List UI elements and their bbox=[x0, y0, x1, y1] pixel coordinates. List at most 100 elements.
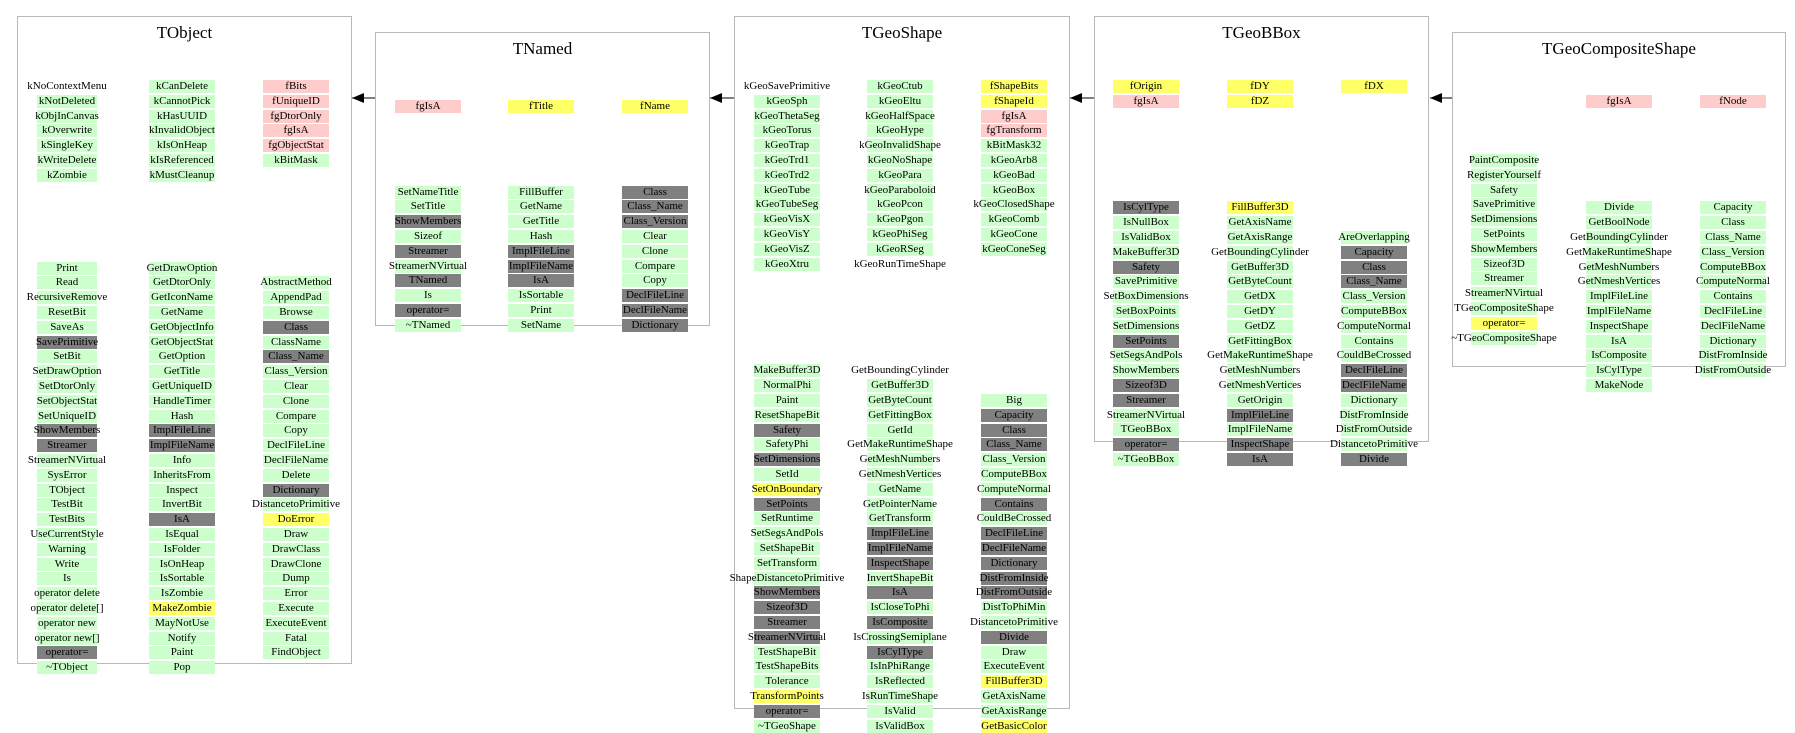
member-cell: Dictionary bbox=[1341, 393, 1407, 407]
member-cell: ComputeBBox bbox=[981, 468, 1048, 481]
member-cell: Compare bbox=[263, 409, 329, 423]
member-cell: kGeoVisZ bbox=[754, 242, 820, 256]
member-cell: Notify bbox=[149, 631, 215, 645]
member-cell: Streamer bbox=[754, 616, 820, 629]
member-cell: kCanDelete bbox=[149, 80, 215, 93]
member-cell: ImplFileName bbox=[1586, 305, 1652, 318]
member-cell: SetNameTitle bbox=[395, 185, 461, 199]
member-cell: SetSegsAndPols bbox=[1109, 349, 1183, 363]
member-cell: DrawClass bbox=[263, 542, 329, 556]
member-cell: Clear bbox=[263, 380, 329, 393]
member-cell: MakeBuffer3D bbox=[1112, 245, 1180, 259]
member-cell: kIsReferenced bbox=[149, 154, 215, 167]
member-cell: CouldBeCrossed bbox=[1336, 349, 1412, 363]
member-cell: SetPoints bbox=[754, 497, 820, 511]
member-cell: IsA bbox=[1227, 453, 1293, 466]
member-cell: Sizeof3D bbox=[1113, 379, 1179, 392]
member-cell: DeclFileLine bbox=[622, 289, 688, 303]
member-cell: ShowMembers bbox=[753, 586, 821, 600]
member-cell: Contains bbox=[981, 497, 1047, 511]
member-cell: kGeoTubeSeg bbox=[754, 198, 820, 212]
member-cell: GetByteCount bbox=[1227, 275, 1293, 289]
member-cell: IsInPhiRange bbox=[867, 660, 933, 674]
member-cell: kGeoParaboloid bbox=[864, 183, 936, 197]
member-cell: GetId bbox=[867, 423, 933, 437]
member-cell: DeclFileLine bbox=[1341, 364, 1407, 378]
member-cell: kGeoTrd2 bbox=[754, 168, 820, 182]
member-cell: GetBoundingCylinder bbox=[851, 364, 949, 377]
member-cell: Class bbox=[622, 185, 688, 199]
member-cell: GetTransform bbox=[867, 512, 933, 526]
member-cell: NormalPhi bbox=[754, 379, 820, 393]
member-cell: Dump bbox=[263, 572, 329, 586]
member-cell: kNotDeleted bbox=[37, 94, 97, 108]
member-cell: GetNmeshVertices bbox=[858, 468, 942, 481]
member-cell: IsEqual bbox=[149, 528, 215, 541]
member-cell: SetOnBoundary bbox=[751, 482, 823, 496]
member-cell: IsRunTimeShape bbox=[862, 690, 938, 703]
member-cell: fName bbox=[622, 100, 688, 113]
member-cell: Copy bbox=[263, 424, 329, 438]
member-cell: GetMeshNumbers bbox=[1219, 364, 1301, 378]
member-cell: Hash bbox=[149, 409, 215, 423]
member-cell: SetDtorOnly bbox=[37, 380, 97, 393]
member-cell: InheritsFrom bbox=[149, 468, 215, 482]
member-cell: Inspect bbox=[149, 483, 215, 497]
member-cell: GetName bbox=[867, 482, 933, 496]
member-cell: Sizeof3D bbox=[754, 601, 820, 615]
member-cell: ImplFileLine bbox=[1227, 408, 1293, 422]
member-cell: CouldBeCrossed bbox=[976, 512, 1052, 526]
member-cell: AppendPad bbox=[263, 291, 329, 305]
member-cell: DistFromInside bbox=[979, 571, 1049, 585]
member-cell: TestShapeBits bbox=[754, 660, 820, 674]
member-cell: ~TGeoBBox bbox=[1113, 453, 1179, 466]
member-cell: IsNullBox bbox=[1113, 216, 1179, 230]
member-cell: SetBoxPoints bbox=[1113, 305, 1179, 318]
member-cell: kGeoThetaSeg bbox=[754, 109, 820, 123]
member-cell: GetDZ bbox=[1227, 319, 1293, 333]
member-cell: kZombie bbox=[37, 168, 97, 182]
member-cell: DeclFileLine bbox=[981, 527, 1047, 541]
member-cell: SetBoxDimensions bbox=[1103, 290, 1189, 304]
member-cell: kGeoTrd1 bbox=[754, 154, 820, 167]
member-cell: SavePrimitive bbox=[35, 335, 99, 349]
member-cell: GetAxisRange bbox=[1227, 231, 1293, 244]
member-cell: IsA bbox=[867, 586, 933, 600]
member-cell: Contains bbox=[1700, 290, 1766, 304]
member-cell: kGeoPcon bbox=[867, 198, 933, 212]
member-cell: Clone bbox=[263, 394, 329, 408]
member-cell: DeclFileLine bbox=[1700, 305, 1766, 318]
member-cell: kGeoPhiSeg bbox=[867, 228, 933, 241]
member-cell: operator delete[] bbox=[30, 602, 104, 615]
member-cell: fgIsA bbox=[1586, 94, 1652, 108]
member-cell: kWriteDelete bbox=[37, 154, 97, 167]
member-cell: Warning bbox=[37, 542, 97, 556]
member-cell: TransformPoints bbox=[750, 690, 824, 703]
member-cell: PaintComposite bbox=[1468, 154, 1540, 167]
member-cell: Dictionary bbox=[981, 556, 1047, 570]
member-cell: Is bbox=[395, 289, 461, 303]
member-cell: GetMakeRuntimeShape bbox=[1566, 245, 1672, 259]
class-title: TGeoCompositeShape bbox=[1542, 39, 1696, 58]
member-cell: SaveAs bbox=[37, 320, 97, 334]
member-cell: ShowMembers bbox=[1470, 242, 1538, 256]
member-cell: Copy bbox=[622, 274, 688, 288]
member-cell: kCannotPick bbox=[149, 94, 215, 108]
member-cell: Error bbox=[263, 587, 329, 601]
member-cell: kGeoComb bbox=[981, 213, 1047, 227]
member-cell: GetBuffer3D bbox=[867, 379, 933, 393]
member-cell: Paint bbox=[754, 394, 820, 407]
member-cell: AreOverlapping bbox=[1338, 231, 1410, 244]
member-cell: GetAxisName bbox=[1227, 216, 1293, 230]
member-cell: Capacity bbox=[981, 408, 1047, 422]
member-cell: kGeoRSeg bbox=[867, 242, 933, 256]
member-cell: GetDX bbox=[1227, 290, 1293, 304]
member-cell: DistancetoPrimitive bbox=[970, 616, 1058, 629]
member-cell: Sizeof bbox=[395, 230, 461, 243]
member-cell: GetNmeshVertices bbox=[1218, 379, 1302, 392]
member-cell: IsCylType bbox=[867, 645, 933, 659]
member-cell: ResetShapeBit bbox=[754, 408, 820, 422]
member-cell: SetId bbox=[754, 468, 820, 481]
member-cell: GetMeshNumbers bbox=[1578, 260, 1660, 274]
